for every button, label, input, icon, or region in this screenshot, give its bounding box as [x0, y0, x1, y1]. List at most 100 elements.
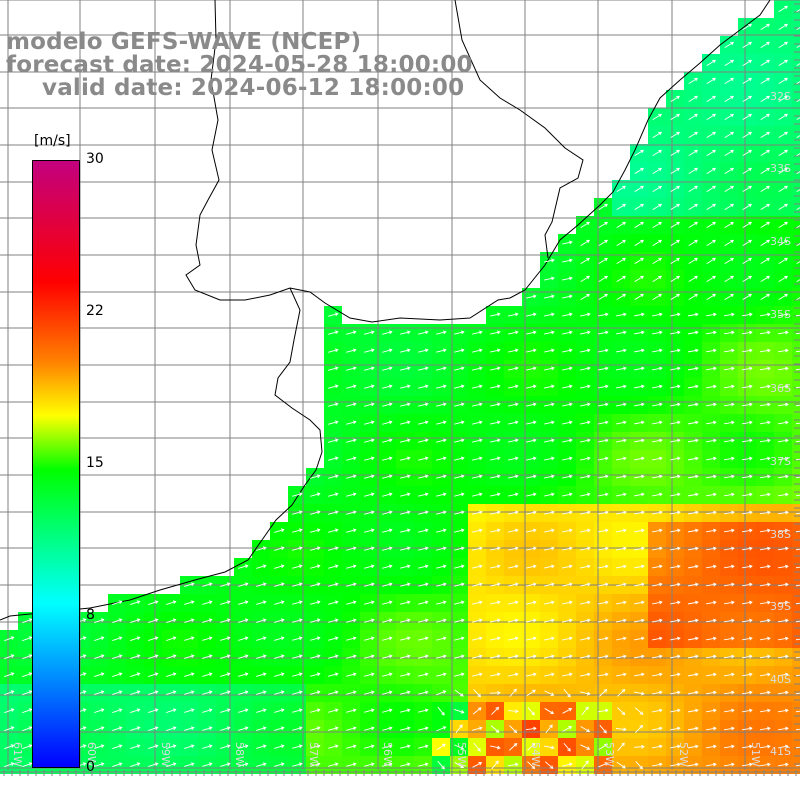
wind-arrow	[328, 672, 339, 677]
wind-arrow	[274, 600, 285, 605]
wind-arrow	[723, 708, 735, 713]
wind-arrow	[724, 95, 735, 102]
wind-arrow	[706, 203, 717, 210]
latitude-label: 41S	[770, 745, 791, 758]
wind-arrow	[634, 185, 645, 192]
wind-arrow	[364, 474, 375, 479]
wind-arrow	[634, 420, 645, 425]
wind-arrow	[741, 384, 753, 389]
wind-arrow	[705, 420, 717, 425]
wind-speed-cell	[792, 234, 800, 252]
wind-arrow	[418, 744, 429, 749]
latitude-label: 38S	[770, 528, 791, 541]
wind-arrow	[652, 474, 663, 479]
wind-arrow	[220, 600, 231, 605]
wind-arrow	[400, 708, 411, 713]
wind-arrow	[795, 350, 800, 353]
wind-arrow	[759, 636, 771, 641]
wind-arrow	[759, 348, 771, 353]
wind-arrow	[490, 600, 501, 605]
wind-arrow	[742, 149, 753, 156]
wind-arrow	[598, 492, 609, 497]
wind-arrow	[166, 600, 177, 605]
longitude-label: 60W	[85, 742, 98, 767]
latitude-label: 40S	[770, 673, 791, 686]
wind-arrow	[166, 618, 177, 623]
longitude-label: 55W	[455, 742, 468, 767]
latitude-label: 32S	[770, 90, 791, 103]
wind-arrow	[723, 312, 735, 317]
wind-arrow	[400, 546, 411, 551]
wind-arrow	[310, 492, 321, 497]
wind-arrow	[598, 654, 609, 659]
wind-arrow	[544, 546, 555, 551]
wind-arrow	[634, 438, 645, 443]
wind-arrow	[292, 564, 303, 569]
wind-arrow	[687, 600, 699, 605]
colorbar-tick-22: 22	[86, 303, 104, 319]
wind-arrow	[490, 672, 501, 677]
wind-arrow	[741, 546, 753, 551]
latitude-label: 37S	[770, 455, 791, 468]
wind-arrow	[723, 420, 735, 425]
wind-speed-cell	[792, 360, 800, 378]
wind-arrow	[418, 564, 429, 569]
wind-arrow	[652, 239, 663, 246]
wind-arrow	[760, 113, 771, 120]
wind-arrow	[742, 185, 753, 192]
wind-arrow	[724, 203, 735, 210]
wind-arrow	[256, 744, 267, 749]
wind-arrow	[760, 95, 771, 102]
wind-arrow	[544, 672, 555, 677]
wind-arrow	[400, 690, 411, 695]
wind-arrow	[400, 582, 411, 587]
wind-arrow	[562, 492, 573, 497]
wind-arrow	[616, 257, 627, 264]
wind-arrow	[795, 656, 800, 659]
wind-arrow	[598, 275, 609, 282]
wind-arrow	[742, 167, 753, 174]
wind-arrow	[202, 744, 213, 749]
wind-arrow	[526, 312, 537, 317]
wind-arrow	[472, 600, 483, 605]
wind-arrow	[491, 760, 499, 770]
wind-arrow	[795, 368, 800, 371]
wind-arrow	[724, 77, 735, 84]
wind-arrow	[364, 330, 375, 335]
wind-arrow	[94, 654, 105, 660]
wind-arrow	[526, 582, 537, 587]
latitude-label: 39S	[770, 600, 791, 613]
wind-arrow	[670, 185, 681, 192]
wind-arrow	[598, 293, 609, 300]
wind-arrow	[256, 582, 267, 587]
wind-arrow	[759, 456, 771, 461]
wind-arrow	[759, 384, 771, 389]
wind-arrow	[292, 618, 303, 623]
wind-arrow	[562, 654, 573, 659]
wind-arrow	[616, 654, 627, 659]
wind-arrow	[454, 582, 465, 587]
wind-arrow	[634, 492, 645, 497]
wind-arrow	[670, 744, 681, 749]
wind-arrow	[202, 762, 213, 767]
wind-speed-cell	[792, 486, 800, 504]
wind-arrow	[741, 672, 753, 677]
wind-arrow	[490, 402, 501, 407]
wind-arrow	[580, 348, 591, 353]
wind-arrow	[292, 582, 303, 587]
wind-arrow	[364, 636, 375, 641]
wind-arrow	[562, 474, 573, 479]
wind-arrow	[616, 185, 627, 192]
wind-arrow	[723, 726, 735, 731]
wind-arrow	[652, 546, 663, 551]
wind-arrow	[580, 221, 591, 228]
wind-arrow	[795, 728, 800, 731]
wind-arrow	[759, 474, 771, 479]
wind-arrow	[724, 185, 735, 192]
wind-arrow	[130, 600, 141, 605]
wind-arrow	[508, 420, 519, 425]
wind-arrow	[310, 744, 321, 749]
wind-arrow	[778, 149, 789, 156]
wind-arrow	[472, 546, 483, 551]
wind-arrow	[256, 690, 267, 695]
